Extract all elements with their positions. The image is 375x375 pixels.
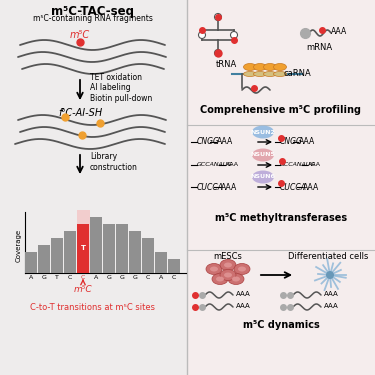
Bar — [25, 252, 37, 273]
Text: GCCANAUG: GCCANAUG — [280, 162, 316, 168]
Text: AAA: AAA — [226, 162, 238, 168]
Bar — [187, 0, 375, 375]
Text: caRNA: caRNA — [284, 69, 312, 78]
Text: m⁵C methyltransferases: m⁵C methyltransferases — [215, 213, 347, 223]
Text: CNGG: CNGG — [197, 138, 220, 147]
Ellipse shape — [232, 276, 240, 282]
Text: Library
construction: Library construction — [90, 152, 138, 172]
Bar — [116, 224, 128, 273]
Text: mESCs: mESCs — [214, 252, 242, 261]
Bar — [38, 245, 50, 273]
Ellipse shape — [254, 72, 267, 76]
Ellipse shape — [264, 63, 276, 70]
Bar — [76, 210, 90, 273]
Text: AAA: AAA — [220, 183, 237, 192]
Bar — [155, 252, 167, 273]
Text: AAA: AAA — [299, 138, 315, 147]
Text: C: C — [172, 275, 176, 280]
Text: AAA: AAA — [324, 303, 339, 309]
Text: AAA: AAA — [303, 183, 319, 192]
Ellipse shape — [198, 32, 206, 39]
Text: T: T — [55, 275, 59, 280]
Bar — [168, 259, 180, 273]
Bar — [142, 238, 154, 273]
Ellipse shape — [252, 171, 274, 183]
Ellipse shape — [243, 72, 256, 76]
Ellipse shape — [273, 63, 286, 70]
Text: AAA: AAA — [236, 303, 251, 309]
Bar — [103, 224, 115, 273]
Text: m⁵C-TAC-seq: m⁵C-TAC-seq — [51, 5, 135, 18]
Text: Differentiated cells: Differentiated cells — [288, 252, 368, 261]
Ellipse shape — [231, 32, 237, 39]
Text: C-to-T transitions at m⁵C sites: C-to-T transitions at m⁵C sites — [30, 303, 156, 312]
Ellipse shape — [254, 63, 267, 70]
Text: TET oxidation
AI labeling
Biotin pull-down: TET oxidation AI labeling Biotin pull-do… — [90, 73, 152, 103]
Ellipse shape — [206, 264, 222, 274]
Ellipse shape — [234, 264, 250, 274]
Text: tRNA: tRNA — [215, 60, 237, 69]
Text: GCCANAUG: GCCANAUG — [197, 162, 233, 168]
Text: AAA: AAA — [236, 291, 251, 297]
Text: CNGG: CNGG — [280, 138, 303, 147]
Bar — [77, 224, 89, 273]
Text: NSUN5: NSUN5 — [251, 153, 275, 158]
Text: AAA: AAA — [217, 138, 234, 147]
Text: AAA: AAA — [308, 162, 321, 168]
Text: C: C — [68, 275, 72, 280]
Ellipse shape — [228, 273, 244, 285]
Bar — [129, 231, 141, 273]
Ellipse shape — [220, 270, 236, 280]
Ellipse shape — [238, 267, 246, 272]
Text: G: G — [106, 275, 111, 280]
Ellipse shape — [264, 72, 276, 76]
Ellipse shape — [224, 262, 232, 267]
Ellipse shape — [224, 273, 232, 278]
Text: A: A — [159, 275, 163, 280]
Ellipse shape — [243, 63, 256, 70]
Text: CUCCA: CUCCA — [280, 183, 307, 192]
Ellipse shape — [273, 72, 286, 76]
Text: CUCCA: CUCCA — [197, 183, 224, 192]
Text: G: G — [120, 275, 124, 280]
Text: Coverage: Coverage — [16, 228, 22, 262]
Text: AAA: AAA — [331, 27, 347, 36]
Text: m⁵C-containing RNA fragments: m⁵C-containing RNA fragments — [33, 14, 153, 23]
Text: NSUN2: NSUN2 — [251, 129, 275, 135]
Bar — [64, 231, 76, 273]
Text: C: C — [146, 275, 150, 280]
Text: Comprehensive m⁵C profiling: Comprehensive m⁵C profiling — [201, 105, 362, 115]
Ellipse shape — [214, 13, 222, 21]
Bar — [90, 217, 102, 273]
Text: m⁵C dynamics: m⁵C dynamics — [243, 320, 320, 330]
Text: G: G — [133, 275, 137, 280]
Bar — [51, 238, 63, 273]
Text: T: T — [81, 246, 86, 252]
Text: A: A — [94, 275, 98, 280]
Text: A: A — [29, 275, 33, 280]
Ellipse shape — [252, 148, 274, 162]
Text: AAA: AAA — [324, 291, 339, 297]
Ellipse shape — [252, 126, 274, 138]
Text: C: C — [81, 275, 85, 280]
Text: m⁵C: m⁵C — [74, 285, 92, 294]
Ellipse shape — [210, 267, 218, 272]
Text: m⁵C: m⁵C — [70, 30, 90, 40]
Ellipse shape — [212, 273, 228, 285]
Bar — [0, 0, 187, 375]
Text: G: G — [42, 275, 46, 280]
Ellipse shape — [214, 50, 222, 57]
Text: NSUN6: NSUN6 — [251, 174, 275, 180]
Ellipse shape — [216, 276, 224, 282]
Text: mRNA: mRNA — [306, 43, 332, 52]
Ellipse shape — [326, 271, 334, 279]
Ellipse shape — [220, 260, 236, 270]
Text: fᶞC-AI-SH: fᶞC-AI-SH — [58, 108, 102, 118]
